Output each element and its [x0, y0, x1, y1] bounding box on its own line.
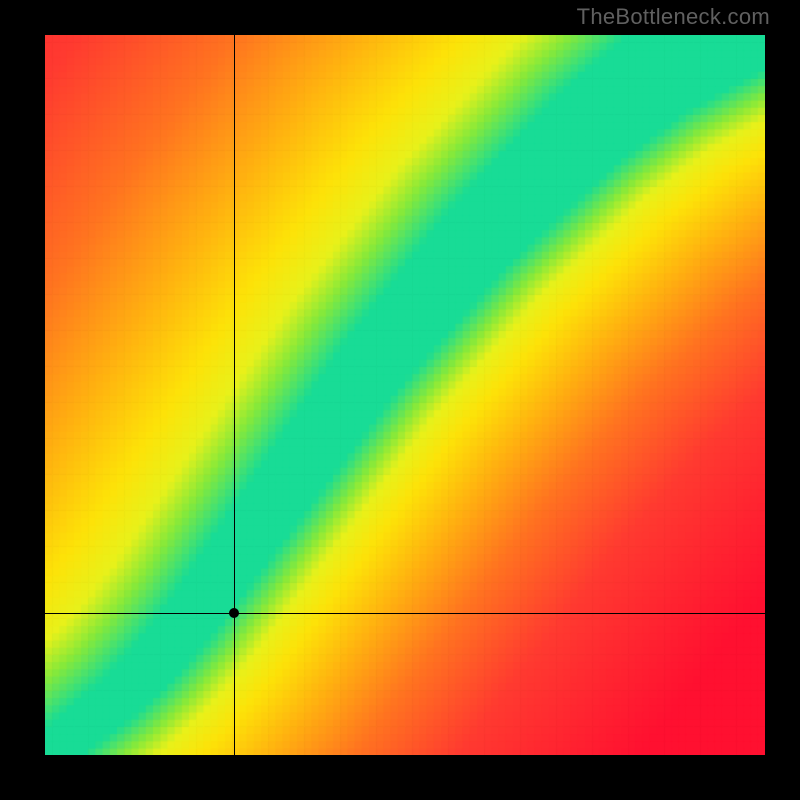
watermark-text: TheBottleneck.com — [577, 4, 770, 30]
heatmap-canvas — [45, 35, 765, 755]
bottleneck-heatmap — [45, 35, 765, 755]
crosshair-vertical — [234, 35, 235, 755]
selected-point-marker — [229, 608, 239, 618]
crosshair-horizontal — [45, 613, 765, 614]
